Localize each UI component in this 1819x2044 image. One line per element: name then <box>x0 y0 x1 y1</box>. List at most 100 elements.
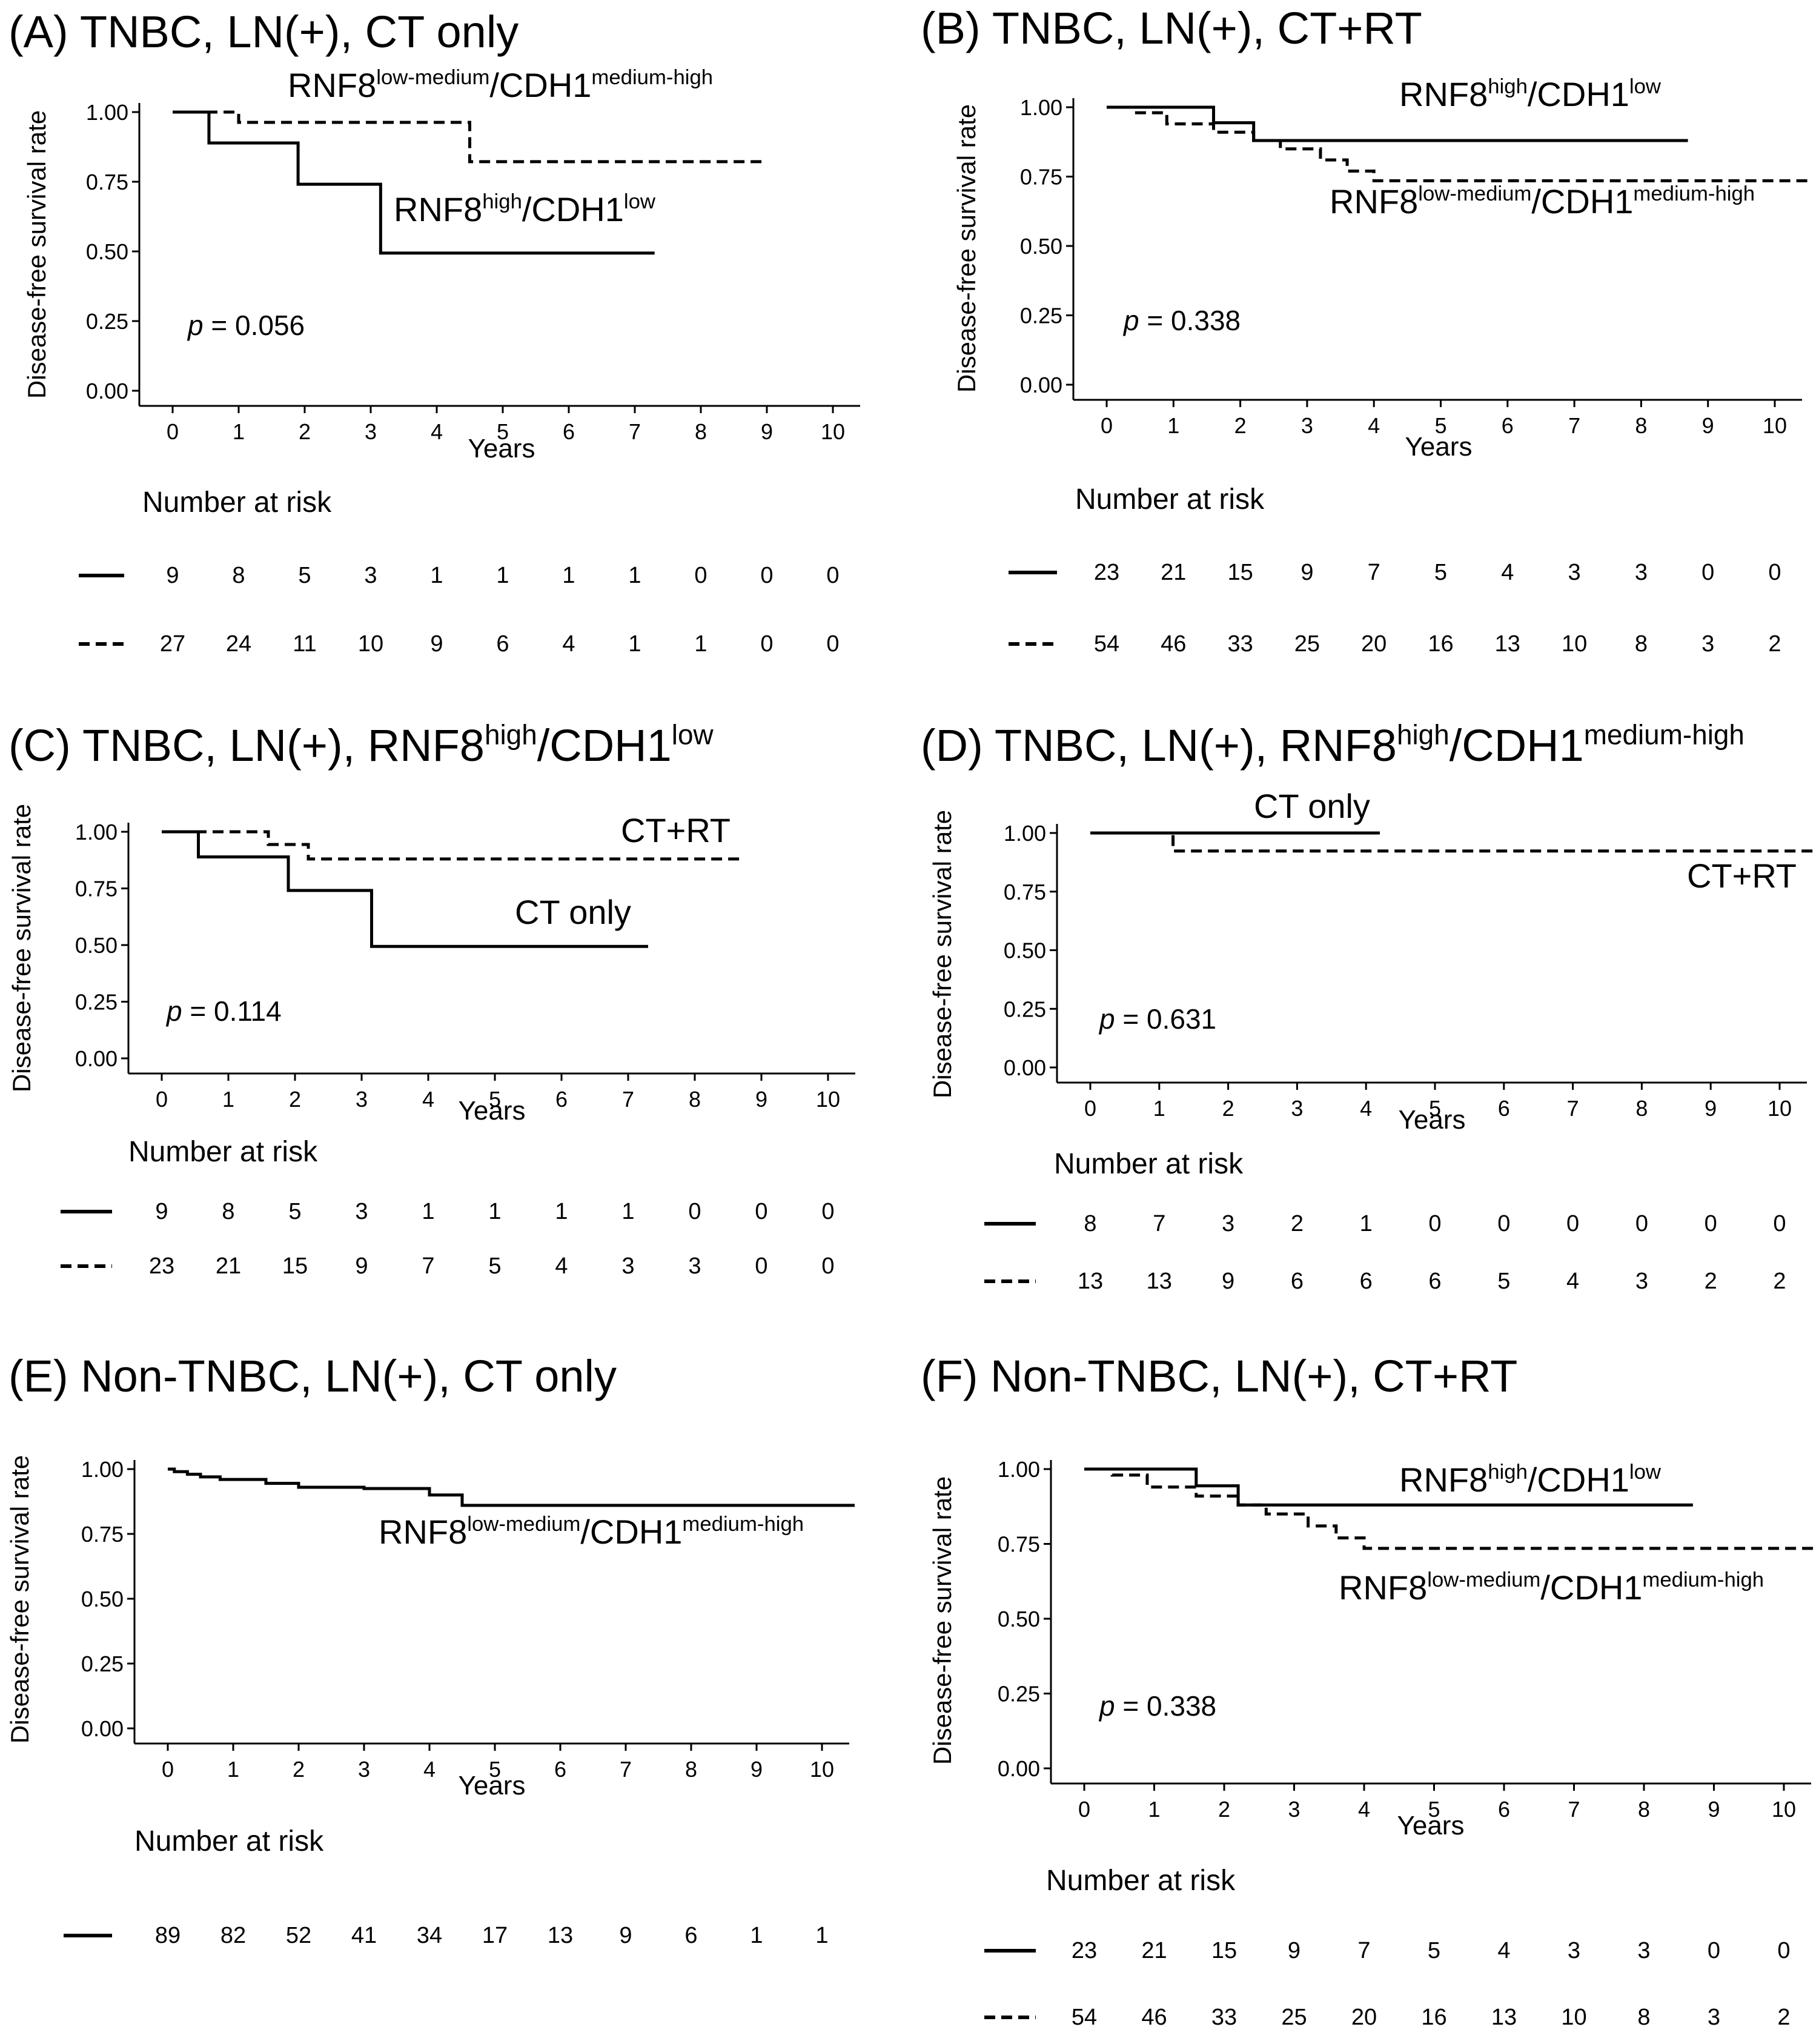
y-tick-label: 0.75 <box>998 1532 1040 1557</box>
label-text: /CDH1 <box>537 720 672 771</box>
label-text: CT+RT <box>621 811 731 849</box>
y-tick-label: 0.25 <box>81 1651 124 1676</box>
risk-count: 13 <box>1491 2005 1517 2030</box>
x-tick-label: 8 <box>1635 413 1647 438</box>
x-tick-label: 4 <box>1360 1096 1372 1121</box>
x-tick-label: 0 <box>162 1757 174 1782</box>
p-symbol: p <box>165 995 182 1027</box>
risk-count: 3 <box>364 563 377 588</box>
x-tick-label: 10 <box>821 419 845 444</box>
risk-count: 0 <box>1768 560 1781 585</box>
risk-count: 46 <box>1141 2005 1167 2030</box>
x-tick-label: 6 <box>1502 413 1514 438</box>
curve-label: CT only <box>1254 787 1370 825</box>
risk-count: 0 <box>755 1253 767 1279</box>
x-axis-title: Years <box>1405 432 1473 462</box>
risk-count: 8 <box>1635 631 1648 657</box>
p-number: = 0.338 <box>1139 305 1241 336</box>
x-tick-label: 4 <box>431 419 443 444</box>
curve-label: RNF8low-medium/CDH1medium-high <box>1330 182 1755 221</box>
y-tick-label: 1.00 <box>86 100 128 125</box>
risk-count: 5 <box>488 1253 501 1279</box>
label-text: RNF8 <box>1339 1568 1427 1607</box>
label-text: RNF8 <box>1399 1461 1488 1499</box>
y-axis-title: Disease-free survival rate <box>7 804 36 1092</box>
p-number: = 0.631 <box>1115 1003 1217 1035</box>
p-symbol: p <box>187 310 204 341</box>
risk-count: 25 <box>1281 2005 1307 2030</box>
curve-label: RNF8low-medium/CDH1medium-high <box>288 66 713 104</box>
y-tick-label: 1.00 <box>75 820 118 844</box>
curve-label: RNF8low-medium/CDH1medium-high <box>379 1513 804 1551</box>
risk-count: 2 <box>1768 631 1781 657</box>
risk-count: 21 <box>1161 560 1186 585</box>
risk-count: 3 <box>1222 1211 1234 1236</box>
risk-count: 16 <box>1421 2005 1446 2030</box>
risk-count: 0 <box>760 631 773 657</box>
superscript: high <box>1488 1461 1528 1484</box>
p-value: p = 0.338 <box>1098 1690 1216 1722</box>
x-tick-label: 7 <box>629 419 641 444</box>
y-tick-label: 0.00 <box>1004 1055 1046 1080</box>
x-tick-label: 5 <box>489 1757 501 1782</box>
x-tick-label: 3 <box>358 1757 370 1782</box>
risk-count: 15 <box>1227 560 1253 585</box>
x-tick-label: 2 <box>1222 1096 1234 1121</box>
risk-table-header: Number at risk <box>1054 1148 1244 1180</box>
x-tick-label: 7 <box>622 1087 634 1112</box>
label-text: RNF8 <box>288 66 376 104</box>
superscript: low <box>1629 1461 1662 1484</box>
p-value: p = 0.338 <box>1122 305 1241 336</box>
risk-count: 1 <box>628 563 641 588</box>
risk-count: 16 <box>1428 631 1453 657</box>
risk-count: 23 <box>1072 1938 1097 1963</box>
superscript: low <box>1629 75 1662 98</box>
risk-count: 13 <box>1147 1269 1172 1294</box>
x-tick-label: 6 <box>1498 1797 1510 1822</box>
risk-count: 0 <box>1428 1211 1441 1236</box>
superscript: high <box>482 190 522 213</box>
risk-count: 4 <box>562 631 575 657</box>
risk-count: 2 <box>1291 1211 1304 1236</box>
survival-curve-solid <box>162 830 648 948</box>
x-tick-label: 1 <box>227 1757 239 1782</box>
risk-count: 9 <box>166 563 179 588</box>
superscript: medium-high <box>591 66 713 89</box>
x-tick-label: 9 <box>1705 1096 1717 1121</box>
curve-label: CT only <box>515 893 631 931</box>
risk-count: 4 <box>1566 1269 1579 1294</box>
x-tick-label: 8 <box>1635 1096 1648 1121</box>
x-axis-title: Years <box>1397 1811 1465 1840</box>
p-symbol: p <box>1098 1690 1115 1722</box>
risk-count: 5 <box>1497 1269 1510 1294</box>
x-tick-label: 10 <box>816 1087 840 1112</box>
risk-count: 6 <box>1360 1269 1373 1294</box>
risk-count: 5 <box>298 563 311 588</box>
survival-curve-dashed <box>1084 1467 1819 1550</box>
panel-b: (B) TNBC, LN(+), CT+RT 0.00 0.25 0.50 0.75 1.… <box>921 3 1809 657</box>
y-tick-label: 0.50 <box>86 239 128 264</box>
x-tick-label: 1 <box>1148 1797 1160 1822</box>
risk-count: 1 <box>496 563 509 588</box>
panel-title: (B) TNBC, LN(+), CT+RT <box>921 3 1422 53</box>
x-axis-title: Years <box>459 1096 526 1126</box>
panel-title: (F) Non-TNBC, LN(+), CT+RT <box>921 1351 1517 1401</box>
survival-curve-solid <box>1084 1467 1693 1507</box>
risk-count: 0 <box>1705 1211 1717 1236</box>
label-text: /CDH1 <box>489 66 591 104</box>
survival-curve-solid <box>1107 105 1688 142</box>
x-tick-label: 2 <box>1234 413 1247 438</box>
risk-table-header: Number at risk <box>1046 1865 1236 1897</box>
x-tick-label: 9 <box>755 1087 767 1112</box>
y-tick-label: 0.00 <box>998 1756 1040 1781</box>
x-tick-label: 0 <box>1084 1096 1096 1121</box>
x-tick-label: 8 <box>695 419 707 444</box>
label-text: /CDH1 <box>1528 75 1629 113</box>
survival-curve-solid <box>173 110 655 255</box>
curve-label: CT+RT <box>1687 857 1797 895</box>
risk-table-header: Number at risk <box>134 1825 324 1857</box>
risk-count: 15 <box>282 1253 308 1279</box>
x-tick-label: 10 <box>1772 1797 1796 1822</box>
risk-count: 0 <box>821 1199 834 1224</box>
risk-count: 6 <box>496 631 509 657</box>
